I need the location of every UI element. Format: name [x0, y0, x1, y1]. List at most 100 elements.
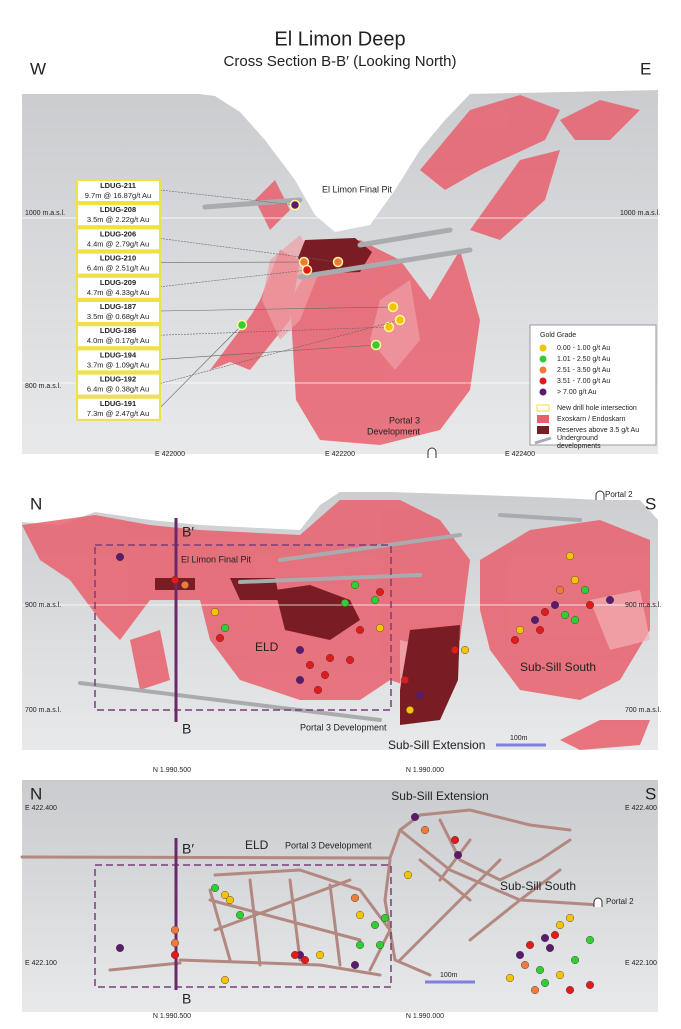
label: 900 m.a.s.l.: [625, 602, 661, 609]
title: El Limon Deep: [274, 28, 405, 50]
grade-dot: [566, 986, 575, 995]
leader-line: [159, 269, 308, 288]
portal-icon: [593, 897, 603, 907]
label: E 422.400: [625, 805, 657, 812]
grade-dot: [551, 931, 560, 940]
legend-dot: [539, 344, 547, 352]
grade-dot: [411, 813, 420, 822]
grade-dot: [541, 979, 550, 988]
label: New drill hole intersection: [557, 405, 637, 412]
legend-dot: [539, 388, 547, 396]
label: Exoskarn / Endoskarn: [557, 416, 626, 423]
grade-dot: [571, 956, 580, 965]
subtitle: Cross Section B-B′ (Looking North): [224, 53, 457, 70]
legend-swatch: [537, 415, 549, 423]
underground-developments: [202, 197, 473, 280]
label: LDUG-206: [100, 229, 136, 238]
label: B′: [182, 524, 194, 540]
legend-swatch: [537, 426, 549, 434]
label: LDUG-191: [100, 399, 136, 408]
grade-dot: [531, 986, 540, 995]
label: ELD: [255, 640, 279, 654]
drill-hole-box: [76, 372, 161, 397]
grade-dot: [371, 921, 380, 930]
grade-dot: [351, 961, 360, 970]
grade-dot: [516, 951, 525, 960]
grade-dot: [236, 319, 248, 331]
label: 1.01 - 2.50 g/t Au: [557, 356, 610, 363]
label: 9.7m @ 16.87g/t Au: [85, 191, 151, 200]
label: developments: [557, 443, 601, 450]
grade-dot: [376, 624, 385, 633]
grade-dot: [346, 656, 355, 665]
label: E: [640, 59, 651, 78]
label: 3.5m @ 0.68g/t Au: [87, 312, 149, 321]
label: Gold Grade: [540, 332, 576, 339]
grade-dot: [451, 646, 460, 655]
label: El Limon Final Pit: [322, 184, 393, 194]
legend-dot: [539, 355, 547, 363]
grade-dot: [351, 581, 360, 590]
grade-dot: [546, 944, 555, 953]
grade-dot: [220, 624, 229, 633]
grade-dot: [341, 599, 350, 608]
grade-dot: [556, 921, 565, 930]
legend-box: [529, 324, 657, 446]
label: Portal 2: [606, 897, 634, 906]
grade-dot: [356, 626, 365, 635]
label: N 1.990.500: [153, 767, 191, 774]
label: Portal 2: [605, 490, 633, 499]
label: 3.5m @ 2.22g/t Au: [87, 215, 149, 224]
grade-dot: [296, 676, 305, 685]
grade-dot: [541, 934, 550, 943]
grade-dot: [394, 314, 406, 326]
legend-dot: [539, 377, 547, 385]
grade-dot: [451, 836, 460, 845]
label: LDUG-192: [100, 375, 136, 384]
section-box: [94, 544, 392, 711]
grade-dot: [225, 896, 234, 905]
grade-dot: [170, 951, 179, 960]
grade-dot: [536, 626, 545, 635]
section-box: [94, 864, 392, 988]
label: B′: [182, 841, 194, 857]
label: S: [645, 494, 656, 513]
grade-dot: [556, 586, 565, 595]
grade-dot: [521, 961, 530, 970]
drill-hole-box: [76, 300, 161, 324]
grade-dot: [387, 301, 399, 313]
label: Reserves above 3.5 g/t Au: [557, 427, 639, 434]
grade-dot: [571, 576, 580, 585]
label: 3.7m @ 1.09g/t Au: [87, 360, 149, 369]
leader-line: [159, 189, 296, 206]
label: ELD: [245, 838, 269, 852]
label: N: [30, 494, 42, 513]
grade-dot: [571, 616, 580, 625]
grade-dot: [316, 951, 325, 960]
drill-hole-box: [76, 251, 161, 276]
label: 0.00 - 1.00 g/t Au: [557, 345, 610, 352]
sky: [22, 468, 658, 530]
label: Underground: [557, 435, 598, 442]
label: 100m: [440, 972, 458, 979]
grade-dot: [170, 576, 179, 585]
drill-hole-box: [76, 203, 161, 228]
grade-dot: [370, 339, 382, 351]
grade-dot: [526, 941, 535, 950]
reserves-body: [298, 238, 372, 274]
grade-dot: [180, 581, 189, 590]
sky: [22, 78, 658, 232]
label: Portal 3 Development: [285, 840, 372, 850]
label: E 422200: [325, 451, 355, 458]
label: LDUG-208: [100, 205, 136, 214]
grade-dot: [321, 671, 330, 680]
label: N 1.990.000: [406, 767, 444, 774]
label: N 1.990.500: [153, 1013, 191, 1020]
grade-dot: [371, 596, 380, 605]
grade-dot: [416, 691, 425, 700]
grade-dot: [541, 608, 550, 617]
grade-dot: [356, 911, 365, 920]
label: LDUG-211: [100, 181, 136, 190]
grade-dot: [220, 976, 229, 985]
